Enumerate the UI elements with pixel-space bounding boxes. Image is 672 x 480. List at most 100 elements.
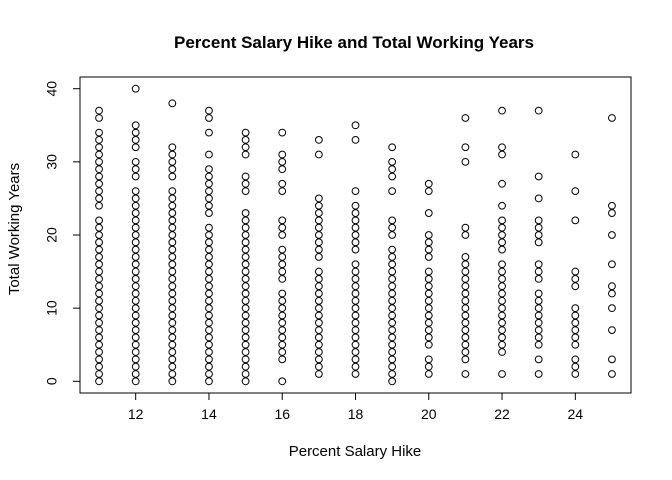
data-point [571,355,580,364]
data-point [534,274,543,283]
data-point [205,333,213,342]
data-point [131,348,140,356]
data-point [388,304,397,313]
data-point [351,340,360,349]
y-axis: 0 10 20 30 40 [44,81,81,385]
data-point [351,304,360,313]
data-point [424,179,433,188]
data-point [314,136,323,144]
data-point [461,370,470,378]
data-point [351,209,360,217]
data-point [351,231,360,239]
data-point [534,326,543,334]
data-point [388,223,397,232]
data-point [95,326,103,334]
data-point [608,282,616,291]
data-point [205,106,213,115]
x-tick-label: 24 [568,406,584,422]
data-point [241,260,250,269]
data-point [498,274,506,283]
data-point [205,370,213,378]
data-point [388,348,397,356]
data-point [168,245,177,254]
data-point [95,150,103,159]
data-point [388,289,397,298]
data-point [388,282,397,291]
data-point [388,326,397,334]
data-point [351,223,360,232]
data-point [388,362,397,371]
data-point [168,253,177,261]
data-point [205,274,213,283]
data-point [498,289,506,298]
data-point [95,274,103,283]
data-point [278,340,287,349]
data-point [241,370,250,378]
data-point [314,245,323,254]
data-point [95,165,103,174]
data-point [351,216,360,225]
data-point [205,326,213,334]
data-point [498,179,506,188]
data-point [278,274,287,283]
data-point [498,201,506,210]
data-point [534,340,543,349]
data-point [131,84,140,93]
x-tick-label: 14 [201,406,217,422]
data-point [498,143,506,152]
data-point [424,209,433,217]
data-point [168,267,177,276]
data-point [388,377,397,386]
data-point [571,362,580,371]
data-point [168,348,177,356]
data-point [388,333,397,342]
data-point [131,355,140,364]
data-point [278,304,287,313]
data-point [351,333,360,342]
data-point [95,260,103,269]
data-point [131,289,140,298]
data-point [241,274,250,283]
data-point [461,231,470,239]
data-point [95,267,103,276]
data-point [131,377,140,386]
data-point [168,231,177,239]
data-point [424,267,433,276]
data-point [351,187,360,196]
data-point [131,216,140,225]
data-point [388,143,397,152]
data-point [534,370,543,378]
data-point [278,231,287,239]
data-point [388,216,397,225]
data-point [241,136,250,144]
data-point [314,289,323,298]
data-point [205,318,213,327]
data-point [498,260,506,269]
data-point [278,296,287,305]
data-point [131,340,140,349]
data-point [95,106,103,115]
data-point [241,348,250,356]
data-point [314,216,323,225]
data-point [461,311,470,320]
data-point [461,253,470,261]
data-point [498,318,506,327]
data-point [534,223,543,232]
data-point [424,238,433,247]
data-point [278,267,287,276]
data-point [205,238,213,247]
data-point [131,296,140,305]
data-point [95,296,103,305]
data-point [608,260,616,269]
data-point [424,296,433,305]
data-point [461,304,470,313]
data-point [205,362,213,371]
data-point [571,216,580,225]
data-point [534,355,543,364]
data-point [205,209,213,217]
data-point [608,209,616,217]
data-point [205,172,213,181]
data-point [278,260,287,269]
data-point [388,318,397,327]
data-point [461,289,470,298]
